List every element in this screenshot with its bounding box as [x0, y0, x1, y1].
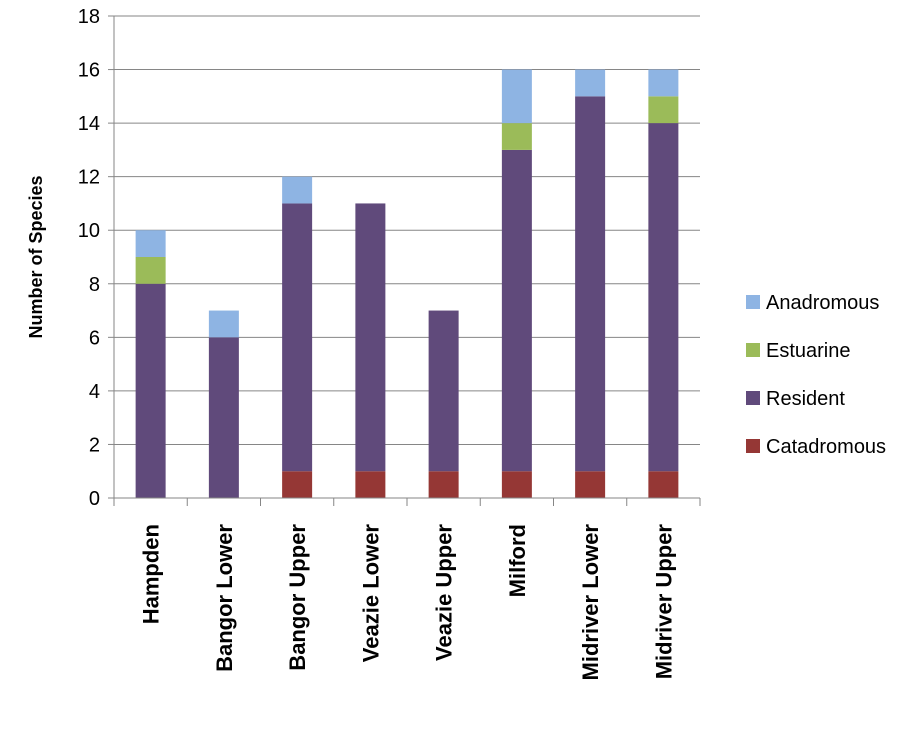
y-tick-label: 4	[89, 381, 100, 403]
bar-segment-anadromous	[648, 69, 679, 97]
bar-segment-resident	[282, 203, 313, 472]
bar-segment-resident	[575, 96, 606, 472]
y-tick-label: 2	[89, 434, 100, 456]
bars	[135, 69, 679, 498]
bar-segment-catadromous	[428, 471, 459, 498]
x-tick-label: Midriver Upper	[651, 524, 676, 680]
bar-segment-resident	[501, 149, 532, 472]
y-tick-label: 12	[78, 167, 100, 189]
bar-segment-catadromous	[648, 471, 679, 498]
x-tick-labels: Hampden Bangor Lower Bangor Upper Veazie Lo…	[139, 524, 677, 681]
bar-segment-estuarine	[501, 123, 532, 150]
legend-swatch-resident	[746, 391, 760, 405]
legend-swatch-estuarine	[746, 343, 760, 357]
x-tick-label: Milford	[505, 524, 530, 597]
bar-segment-estuarine	[135, 257, 166, 284]
legend-swatch-anadromous	[746, 295, 760, 309]
y-tick-label: 0	[89, 488, 100, 510]
legend-swatch-catadromous	[746, 439, 760, 453]
x-tick-label: Veazie Lower	[358, 524, 383, 663]
x-tick-label: Veazie Upper	[432, 524, 457, 661]
legend-label-estuarine: Estuarine	[766, 340, 851, 362]
bar-segment-catadromous	[575, 471, 606, 498]
y-tick-label: 8	[89, 274, 100, 296]
bar-segment-estuarine	[648, 96, 679, 124]
bar-segment-anadromous	[208, 310, 239, 338]
bar-segment-resident	[648, 123, 679, 472]
y-axis-label: Number of Species	[26, 175, 46, 338]
bar-segment-resident	[428, 310, 459, 472]
x-tick-label: Bangor Lower	[212, 524, 237, 672]
legend-label-anadromous: Anadromous	[766, 292, 879, 314]
bar-segment-resident	[355, 203, 386, 472]
bar-segment-resident	[208, 337, 239, 498]
x-tick-label: Hampden	[139, 524, 164, 624]
y-tick-label: 14	[78, 113, 100, 135]
bar-segment-catadromous	[501, 471, 532, 498]
bar-segment-anadromous	[575, 69, 606, 97]
x-tick-label: Bangor Upper	[285, 524, 310, 671]
bar-segment-resident	[135, 283, 166, 498]
x-tick-label: Midriver Lower	[578, 524, 603, 681]
bar-segment-anadromous	[501, 69, 532, 124]
gridlines	[114, 15, 700, 445]
y-tick-label: 16	[78, 60, 100, 82]
axes	[108, 15, 701, 506]
bar-segment-anadromous	[135, 230, 166, 257]
y-tick-label: 10	[78, 220, 100, 242]
legend-label-resident: Resident	[766, 388, 845, 410]
legend-label-catadromous: Catadromous	[766, 436, 886, 458]
bar-segment-anadromous	[282, 176, 313, 204]
y-tick-label: 6	[89, 327, 100, 349]
y-tick-labels: 0 2 4 6 8 10 12 14 16 18	[78, 6, 100, 510]
y-tick-label: 18	[78, 6, 100, 28]
legend: Anadromous Estuarine Resident Catadromous	[746, 292, 886, 458]
bar-segment-catadromous	[355, 471, 386, 498]
bar-segment-catadromous	[282, 471, 313, 498]
